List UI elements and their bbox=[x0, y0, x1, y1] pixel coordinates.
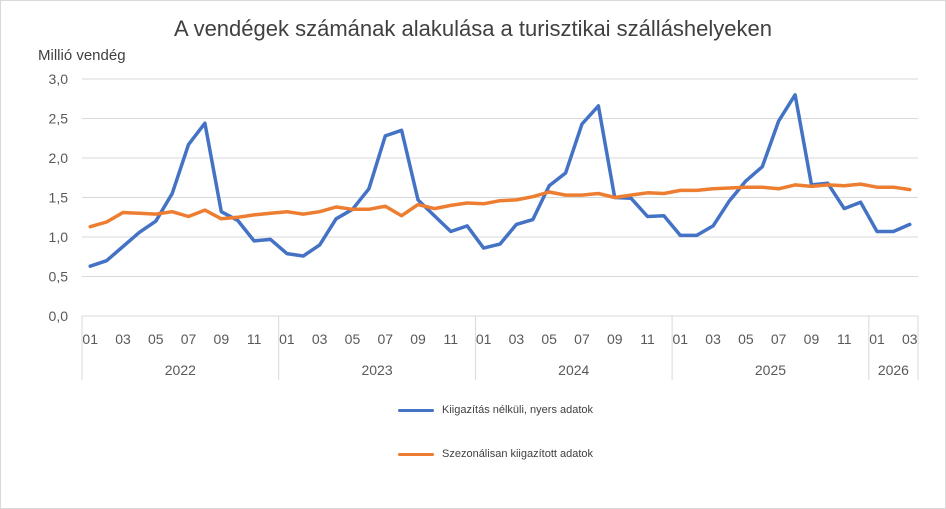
legend-label-seasonal: Szezonálisan kiigazított adatok bbox=[442, 448, 594, 460]
x-tick-label: 05 bbox=[541, 331, 557, 347]
x-tick-label: 01 bbox=[82, 331, 98, 347]
x-tick-label: 01 bbox=[869, 331, 885, 347]
y-tick-label: 0,5 bbox=[49, 269, 69, 285]
x-tick-label: 03 bbox=[509, 331, 525, 347]
legend-label-raw: Kiigazítás nélküli, nyers adatok bbox=[442, 404, 594, 416]
legend-swatch-raw bbox=[398, 408, 434, 412]
x-tick-label: 05 bbox=[345, 331, 361, 347]
x-tick-label: 09 bbox=[804, 331, 820, 347]
series-line-seasonal bbox=[88, 182, 912, 229]
x-tick-label: 07 bbox=[771, 331, 787, 347]
x-year-label: 2023 bbox=[361, 362, 392, 378]
x-tick-label: 11 bbox=[837, 331, 852, 347]
x-tick-label: 03 bbox=[705, 331, 721, 347]
x-tick-label: 11 bbox=[247, 331, 262, 347]
legend-swatch-seasonal bbox=[398, 452, 434, 456]
x-tick-label: 09 bbox=[214, 331, 230, 347]
x-tick-label: 03 bbox=[902, 331, 918, 347]
x-tick-label: 09 bbox=[607, 331, 623, 347]
y-tick-label: 0,0 bbox=[49, 308, 69, 324]
legend-item-raw: Kiigazítás nélküli, nyers adatok bbox=[398, 402, 593, 418]
x-year-label: 2026 bbox=[878, 362, 909, 378]
y-tick-label: 1,5 bbox=[49, 190, 69, 206]
x-tick-label: 05 bbox=[148, 331, 164, 347]
y-tick-label: 1,0 bbox=[49, 229, 69, 245]
x-tick-label: 07 bbox=[181, 331, 197, 347]
x-tick-label: 11 bbox=[444, 331, 459, 347]
x-tick-label: 01 bbox=[279, 331, 295, 347]
x-tick-label: 09 bbox=[410, 331, 426, 347]
y-tick-label: 3,0 bbox=[49, 71, 69, 87]
x-tick-label: 03 bbox=[115, 331, 131, 347]
x-tick-label: 07 bbox=[574, 331, 590, 347]
y-axis-unit-label: Millió vendég bbox=[38, 47, 126, 64]
x-tick-label: 07 bbox=[377, 331, 393, 347]
y-tick-label: 2,5 bbox=[49, 111, 69, 127]
chart-title: A vendégek számának alakulása a turiszti… bbox=[174, 16, 772, 41]
x-year-label: 2025 bbox=[755, 362, 786, 378]
y-tick-label: 2,0 bbox=[49, 150, 69, 166]
x-tick-label: 03 bbox=[312, 331, 328, 347]
x-tick-label: 01 bbox=[673, 331, 689, 347]
x-tick-label: 11 bbox=[640, 331, 655, 347]
x-tick-label: 05 bbox=[738, 331, 754, 347]
x-tick-label: 01 bbox=[476, 331, 492, 347]
x-year-label: 2024 bbox=[558, 362, 589, 378]
legend-item-seasonal: Szezonálisan kiigazított adatok bbox=[398, 446, 593, 462]
x-year-label: 2022 bbox=[165, 362, 196, 378]
series-line-raw bbox=[88, 93, 912, 268]
